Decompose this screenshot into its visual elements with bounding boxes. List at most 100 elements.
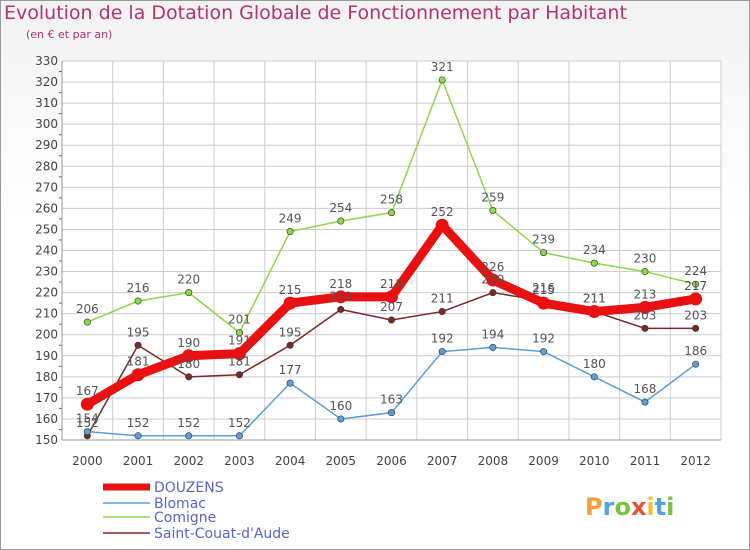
data-point-comigne [641,268,649,276]
data-label-blomac: 180 [583,357,606,371]
y-tick-label: 180 [35,370,58,384]
y-tick-label: 310 [35,96,58,110]
legend-label-comigne: Comigne [154,510,216,526]
y-tick-label: 200 [35,328,58,342]
data-point-comigne [387,209,395,217]
data-point-douzens [131,368,145,382]
data-point-saint-couat-d-aude [235,371,243,379]
data-label-comigne: 224 [684,264,707,278]
data-point-blomac [387,409,395,417]
data-label-comigne: 254 [329,201,352,215]
data-point-saint-couat-d-aude [387,316,395,324]
data-point-blomac [337,415,345,423]
data-label-douzens: 211 [583,292,606,306]
y-tick-label: 280 [35,159,58,173]
data-point-comigne [337,217,345,225]
data-point-douzens [232,347,246,361]
data-point-douzens [587,305,601,319]
data-label-blomac: 152 [127,416,150,430]
data-point-douzens [537,296,551,310]
data-label-douzens: 218 [380,277,403,291]
data-point-douzens [486,273,500,287]
legend-label-douzens: DOUZENS [154,480,224,496]
data-point-blomac [590,373,598,381]
data-label-comigne: 230 [634,252,657,266]
data-point-blomac [540,348,548,356]
y-tick-label: 330 [35,54,58,68]
data-point-blomac [134,432,142,440]
proxiti-logo: Proxiti [585,493,674,521]
data-point-comigne [134,297,142,305]
x-tick-label: 2012 [680,454,711,468]
data-point-blomac [438,348,446,356]
data-label-comigne: 258 [380,193,403,207]
y-tick-label: 230 [35,265,58,279]
axes: 150 160 170 180 190 200 210 220 230 240 250 260 270 2… [35,54,721,468]
data-point-comigne [83,318,91,326]
y-tick-label: 270 [35,180,58,194]
data-label-saint-couat-d-aude: 203 [634,308,657,322]
data-point-saint-couat-d-aude [286,341,294,349]
data-label-saint-couat-d-aude: 152 [76,416,99,430]
data-label-blomac: 177 [279,363,302,377]
data-label-douzens: 190 [177,336,200,350]
data-label-comigne: 220 [177,273,200,287]
y-tick-label: 240 [35,244,58,258]
y-tick-label: 220 [35,286,58,300]
logo-text: Proxiti [585,493,674,521]
data-label-saint-couat-d-aude: 203 [684,308,707,322]
data-label-blomac: 186 [684,344,707,358]
data-point-saint-couat-d-aude [134,341,142,349]
y-tick-label: 150 [35,433,58,447]
y-tick-label: 190 [35,349,58,363]
data-point-douzens [80,397,94,411]
data-label-blomac: 194 [481,327,504,341]
data-label-douzens: 226 [481,260,504,274]
data-label-blomac: 152 [177,416,200,430]
data-label-saint-couat-d-aude: 211 [583,292,606,306]
y-tick-label: 210 [35,307,58,321]
data-point-blomac [641,398,649,406]
data-point-comigne [185,289,193,297]
y-tick-label: 290 [35,138,58,152]
data-point-saint-couat-d-aude [438,308,446,316]
data-label-douzens: 191 [228,334,251,348]
data-label-comigne: 259 [481,190,504,204]
data-label-blomac: 154 [76,412,99,426]
data-label-saint-couat-d-aude: 220 [481,273,504,287]
grid [61,60,722,441]
data-point-blomac [83,428,91,436]
data-labels: 206 216 220 201 249 254 258 321 259 239 234 230 224 1… [76,60,707,430]
data-point-comigne [235,329,243,337]
data-point-comigne [286,228,294,236]
chart-title: Evolution de la Dotation Globale de Fonc… [4,2,627,24]
y-tick-label: 170 [35,391,58,405]
data-label-comigne: 239 [532,233,555,247]
data-label-blomac: 168 [634,382,657,396]
data-label-saint-couat-d-aude: 211 [431,292,454,306]
data-point-douzens [689,292,703,306]
data-point-comigne [540,249,548,257]
data-point-saint-couat-d-aude [489,289,497,297]
data-point-douzens [334,290,348,304]
data-label-saint-couat-d-aude: 195 [279,325,302,339]
x-tick-label: 2011 [630,454,661,468]
data-label-douzens: 252 [431,205,454,219]
data-point-comigne [692,280,700,288]
data-point-blomac [185,432,193,440]
data-label-saint-couat-d-aude: 207 [380,300,403,314]
data-point-blomac [235,432,243,440]
x-tick-label: 2007 [427,454,458,468]
data-label-douzens: 167 [76,384,99,398]
data-label-saint-couat-d-aude: 180 [177,357,200,371]
data-point-saint-couat-d-aude [185,373,193,381]
data-label-blomac: 192 [431,332,454,346]
data-point-douzens [385,290,398,304]
data-label-comigne: 249 [279,212,302,226]
x-tick-label: 2004 [275,454,306,468]
y-tick-label: 260 [35,201,58,215]
chart-subtitle: (en € et par an) [26,28,113,41]
x-tick-label: 2000 [72,454,103,468]
data-point-saint-couat-d-aude [641,324,649,332]
